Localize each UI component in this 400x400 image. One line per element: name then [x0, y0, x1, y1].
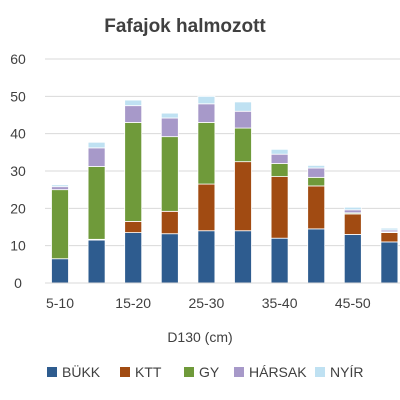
bar-segment-bükk	[234, 230, 252, 284]
x-axis-title: D130 (cm)	[167, 329, 232, 345]
bar-segment-nyír	[51, 184, 69, 188]
bar-segment-hársak	[197, 103, 216, 123]
legend-label: HÁRSAK	[249, 364, 307, 380]
bar-segment-nyír	[343, 206, 362, 211]
y-axis-tick-labels: 0 10 20 30 40 50 60	[10, 51, 26, 291]
bar-segment-hársak	[234, 110, 252, 129]
bar-segment-gy	[124, 122, 143, 222]
bar-stack-20-25	[160, 112, 179, 284]
y-tick-label: 0	[14, 275, 22, 291]
bar-segment-bükk	[343, 234, 362, 284]
x-tick-label: 45-50	[335, 295, 371, 311]
bar-segment-bükk	[124, 232, 143, 284]
bar-segment-nyír	[160, 112, 179, 119]
bar-segment-gy	[270, 163, 289, 178]
bar-segment-bükk	[87, 239, 106, 284]
bar-segment-ktt	[270, 176, 289, 239]
bar-segment-hársak	[87, 147, 106, 167]
legend: BÜKK KTT GY HÁRSAK NYÍR	[47, 363, 363, 380]
bar-stack-45-50	[343, 206, 362, 284]
x-tick-label: 25-30	[188, 295, 224, 311]
bar-segment-ktt	[197, 183, 216, 232]
bar-segment-nyír	[380, 227, 399, 231]
bar-stack-30-35	[234, 101, 252, 284]
bar-segment-nyír	[87, 141, 106, 149]
x-tick-label: 15-20	[115, 295, 151, 311]
bar-segment-bükk	[197, 230, 216, 284]
y-tick-label: 10	[10, 238, 26, 254]
y-tick-label: 60	[10, 51, 26, 67]
bar-segment-hársak	[51, 186, 69, 191]
bar-segment-nyír	[124, 99, 143, 107]
bar-segment-bükk	[270, 237, 289, 284]
y-tick-label: 20	[10, 200, 26, 216]
bar-segment-ktt	[307, 185, 326, 230]
bar-stack-40-45	[307, 164, 326, 284]
bar-segment-ktt	[234, 161, 252, 232]
legend-swatch-bükk	[47, 367, 57, 377]
bar-segment-nyír	[234, 101, 252, 112]
bar-segment-hársak	[307, 167, 326, 178]
bar-segment-gy	[51, 189, 69, 260]
bar-segment-gy	[234, 127, 252, 163]
bar-stack-15-20	[124, 99, 143, 284]
y-tick-label: 30	[10, 163, 26, 179]
bar-segment-ktt	[343, 213, 362, 235]
bar-segment-hársak	[343, 209, 362, 214]
bar-segment-ktt	[124, 220, 143, 233]
bar-stack-10-15	[87, 141, 106, 284]
bar-segment-nyír	[197, 95, 216, 105]
y-tick-label: 50	[10, 88, 26, 104]
bar-segment-bükk	[160, 233, 179, 284]
legend-label: GY	[199, 364, 220, 380]
legend-swatch-ktt	[120, 367, 130, 377]
bar-stack-5-10	[51, 184, 69, 284]
bar-segment-hársak	[270, 153, 289, 164]
bar-segment-bükk	[307, 228, 326, 284]
bars	[51, 95, 399, 284]
bar-segment-nyír	[270, 148, 289, 155]
legend-label: KTT	[135, 364, 162, 380]
legend-swatch-nyír	[315, 367, 325, 377]
legend-swatch-gy	[184, 367, 194, 377]
bar-segment-hársak	[160, 117, 179, 138]
bar-segment-hársak	[124, 105, 143, 123]
bar-stack-25-30	[197, 95, 216, 284]
x-tick-label: 5-10	[46, 295, 74, 311]
bar-stack-50-55	[380, 227, 399, 284]
legend-label: BÜKK	[62, 363, 101, 380]
legend-swatch-hársak	[234, 367, 244, 377]
bar-segment-nyír	[307, 164, 326, 169]
bar-segment-bükk	[380, 241, 399, 284]
bar-stack-35-40	[270, 148, 289, 284]
bar-segment-ktt	[160, 210, 179, 235]
bar-segment-gy	[160, 136, 179, 212]
y-tick-label: 40	[10, 126, 26, 142]
legend-label: NYÍR	[330, 364, 363, 380]
x-tick-label: 35-40	[262, 295, 298, 311]
bar-segment-gy	[87, 166, 106, 240]
bar-segment-gy	[197, 122, 216, 185]
chart-title: Fafajok halmozott	[104, 16, 266, 37]
bar-segment-ktt	[380, 232, 399, 243]
bar-segment-bükk	[51, 258, 69, 284]
bar-segment-gy	[307, 176, 326, 187]
